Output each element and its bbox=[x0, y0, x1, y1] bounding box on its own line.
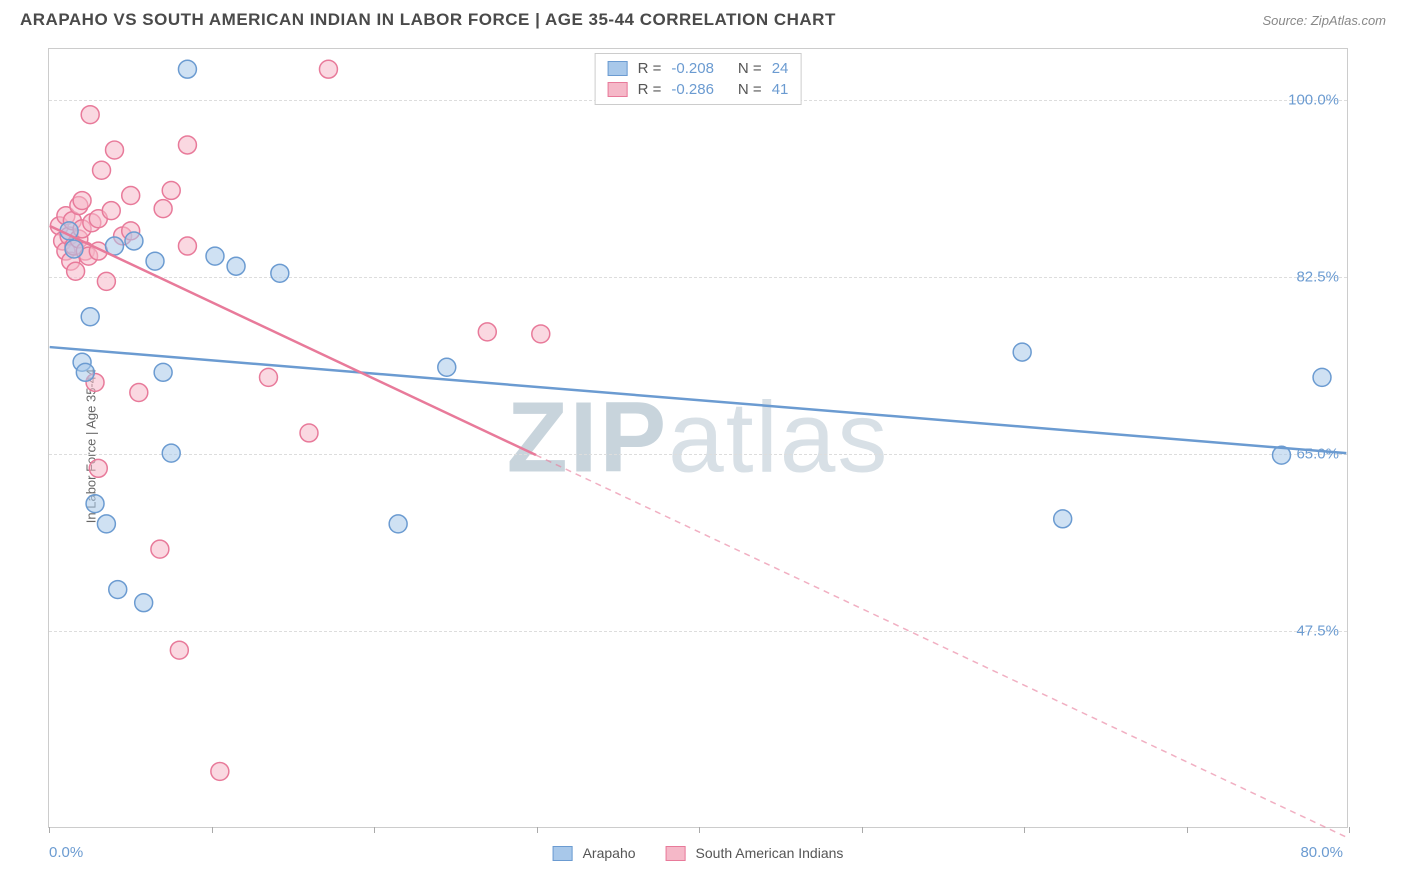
data-point bbox=[271, 264, 289, 282]
source-attribution: Source: ZipAtlas.com bbox=[1262, 13, 1386, 28]
r-value-arapaho: -0.208 bbox=[671, 60, 714, 77]
legend-row-arapaho: R = -0.208 N = 24 bbox=[608, 58, 789, 79]
x-tick bbox=[374, 827, 375, 833]
data-point bbox=[109, 581, 127, 599]
n-value-arapaho: 24 bbox=[772, 60, 789, 77]
x-tick bbox=[1187, 827, 1188, 833]
data-point bbox=[146, 252, 164, 270]
data-point bbox=[206, 247, 224, 265]
data-point bbox=[76, 363, 94, 381]
data-point bbox=[300, 424, 318, 442]
data-point bbox=[135, 594, 153, 612]
data-point bbox=[162, 444, 180, 462]
data-point bbox=[1054, 510, 1072, 528]
data-point bbox=[178, 237, 196, 255]
data-point bbox=[130, 384, 148, 402]
data-point bbox=[1013, 343, 1031, 361]
data-point bbox=[125, 232, 143, 250]
chart-title: ARAPAHO VS SOUTH AMERICAN INDIAN IN LABO… bbox=[20, 10, 836, 30]
legend-item-sai: South American Indians bbox=[666, 845, 844, 861]
data-point bbox=[478, 323, 496, 341]
swatch-sai bbox=[608, 82, 628, 97]
regression-line bbox=[50, 226, 536, 455]
data-point bbox=[532, 325, 550, 343]
data-point bbox=[170, 641, 188, 659]
data-point bbox=[154, 363, 172, 381]
data-point bbox=[389, 515, 407, 533]
x-tick-label-min: 0.0% bbox=[49, 844, 83, 861]
legend-item-arapaho: Arapaho bbox=[553, 845, 636, 861]
data-point bbox=[178, 136, 196, 154]
legend-correlation: R = -0.208 N = 24 R = -0.286 N = 41 bbox=[595, 53, 802, 105]
x-tick bbox=[1024, 827, 1025, 833]
data-point bbox=[211, 762, 229, 780]
data-point bbox=[178, 60, 196, 78]
data-point bbox=[1313, 368, 1331, 386]
regression-line-extrapolated bbox=[536, 455, 1346, 837]
x-tick bbox=[537, 827, 538, 833]
data-point bbox=[81, 308, 99, 326]
header-bar: ARAPAHO VS SOUTH AMERICAN INDIAN IN LABO… bbox=[0, 0, 1406, 38]
data-point bbox=[65, 240, 83, 258]
data-point bbox=[93, 161, 111, 179]
chart-plot-area: ZIPatlas 47.5%65.0%82.5%100.0% R = -0.20… bbox=[48, 48, 1348, 828]
legend-series: Arapaho South American Indians bbox=[553, 845, 844, 861]
r-value-sai: -0.286 bbox=[671, 81, 714, 98]
data-point bbox=[151, 540, 169, 558]
data-point bbox=[438, 358, 456, 376]
n-value-sai: 41 bbox=[772, 81, 789, 98]
data-point bbox=[106, 141, 124, 159]
x-tick bbox=[862, 827, 863, 833]
data-point bbox=[162, 181, 180, 199]
data-point bbox=[319, 60, 337, 78]
data-point bbox=[81, 106, 99, 124]
regression-line bbox=[50, 347, 1347, 453]
x-tick bbox=[1349, 827, 1350, 833]
plot-svg bbox=[49, 49, 1347, 827]
data-point bbox=[154, 200, 172, 218]
data-point bbox=[260, 368, 278, 386]
data-point bbox=[122, 187, 140, 205]
data-point bbox=[227, 257, 245, 275]
swatch-sai-bottom bbox=[666, 846, 686, 861]
data-point bbox=[97, 515, 115, 533]
x-tick-label-max: 80.0% bbox=[1300, 844, 1343, 861]
swatch-arapaho bbox=[608, 61, 628, 76]
data-point bbox=[73, 192, 91, 210]
legend-row-sai: R = -0.286 N = 41 bbox=[608, 79, 789, 100]
data-point bbox=[102, 202, 120, 220]
data-point bbox=[67, 262, 85, 280]
data-point bbox=[89, 459, 107, 477]
data-point bbox=[97, 272, 115, 290]
x-tick bbox=[699, 827, 700, 833]
x-tick bbox=[49, 827, 50, 833]
swatch-arapaho-bottom bbox=[553, 846, 573, 861]
x-tick bbox=[212, 827, 213, 833]
data-point bbox=[86, 495, 104, 513]
